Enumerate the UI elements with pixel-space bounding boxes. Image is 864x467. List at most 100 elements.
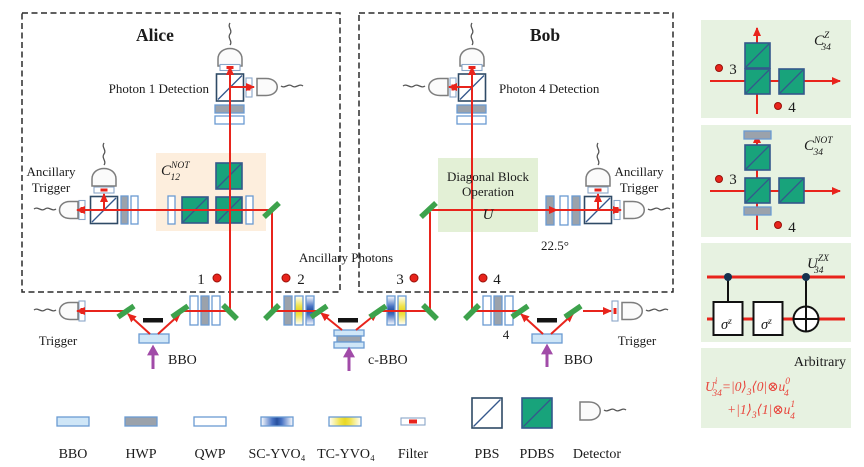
source-c-bbo — [283, 295, 407, 349]
detector-icon — [91, 167, 117, 187]
filter-icon — [611, 300, 619, 322]
photon-dot-3 — [715, 175, 723, 183]
control-dot — [724, 273, 732, 281]
legend-label-pbs: PBS — [475, 447, 500, 462]
panel-cz-dot3-label: 3 — [729, 62, 737, 78]
mirror-icon — [262, 200, 281, 220]
bob-title: Bob — [530, 25, 560, 45]
legend-label-qwp: QWP — [194, 447, 225, 462]
pdbs-diagonal — [745, 69, 770, 94]
mirror-icon — [421, 303, 439, 321]
left-bbo-label: BBO — [168, 353, 197, 368]
detector-icon — [58, 200, 79, 220]
c-bbo-layer — [333, 329, 365, 337]
detector-wire — [102, 142, 106, 166]
alice-ancillary-label: Ancillary — [26, 164, 76, 179]
photon-dot-3 — [715, 64, 723, 72]
detector-icon — [585, 167, 611, 187]
photon-dot-1 — [212, 273, 222, 283]
diagonal-block-box — [438, 158, 538, 232]
legend-qwp-icon — [193, 416, 227, 427]
alice-title: Alice — [136, 25, 174, 45]
panel-arbitrary-bg — [701, 348, 851, 428]
detector-wire — [402, 84, 426, 88]
mirror-icon — [263, 303, 281, 321]
pbs-diagonal — [473, 399, 501, 427]
ubox-symbol: U — [483, 207, 495, 223]
detector-wire — [33, 207, 57, 211]
bbo-crystal — [531, 333, 563, 344]
ancillary-photons-label: Ancillary Photons — [299, 250, 393, 265]
photon-dot-4 — [774, 221, 782, 229]
hwp-icon — [743, 130, 772, 140]
photon-dot-3 — [409, 273, 419, 283]
photon1-detection-label: Photon 1 Detection — [109, 81, 210, 96]
detector-wire — [280, 84, 304, 88]
mirror-icon — [116, 303, 136, 320]
photon-dot-4 — [478, 273, 488, 283]
detector-wire — [228, 22, 232, 46]
bob-ancillary-label: Trigger — [620, 180, 659, 195]
legend-label-detector: Detector — [573, 447, 622, 462]
legend-label-filter: Filter — [398, 447, 429, 462]
sigma-z-label: σz — [721, 317, 732, 333]
mirror-icon — [563, 303, 583, 320]
sigma-z-label: σz — [761, 317, 772, 333]
cnot-gate-label: CNOT 12 — [161, 161, 190, 183]
bbo-crystal — [138, 333, 170, 344]
hwp-angle-label: 22.5° — [541, 238, 569, 253]
filter-icon — [587, 186, 609, 194]
beam-stop — [338, 318, 358, 323]
panel-arbitrary-title: Arbitrary — [794, 355, 846, 370]
c-bbo-label: c-BBO — [368, 353, 408, 368]
beam-cbbo-arm — [320, 312, 343, 331]
panel-cnot-dot4-label: 4 — [788, 220, 796, 236]
beam-stop — [537, 318, 557, 323]
panel-cz — [710, 27, 841, 114]
c-bbo-layer — [333, 341, 365, 349]
detector-wire — [647, 207, 671, 211]
legend-label-bbo: BBO — [59, 447, 88, 462]
photon-number-2: 2 — [297, 272, 305, 288]
ubox-line1: Diagonal Block — [447, 169, 529, 184]
detector-icon — [459, 47, 485, 67]
control-dot — [802, 273, 810, 281]
pdbs-diagonal — [523, 399, 551, 427]
mirror-icon — [368, 303, 388, 320]
bob-ancillary-label: Ancillary — [614, 164, 664, 179]
detector-icon — [623, 200, 645, 220]
legend-detector-icon — [579, 401, 601, 421]
detector-wire — [603, 408, 627, 412]
legend-label-tc-yvo4: TC-YVO₄ — [317, 447, 375, 462]
photon-dot-4 — [774, 102, 782, 110]
panel-cnot-bg — [701, 125, 851, 237]
beam-bbo-arm — [127, 313, 151, 335]
legend-tc-yvo4-icon — [328, 416, 362, 427]
panel-cz-label: CZ 34 — [814, 31, 831, 53]
left-trigger-label: Trigger — [39, 333, 78, 348]
pdbs-diagonal — [745, 43, 770, 68]
beam-stop — [143, 318, 163, 323]
beam-bbo-arm — [520, 313, 544, 335]
arbitrary-formula-line1: Ui 34=|0⟩3⟨0|⊗u0 4 — [705, 377, 790, 399]
sigma-z-gate — [752, 301, 784, 336]
photon4-source-label: 4 — [503, 327, 510, 342]
alice-detection — [214, 22, 304, 125]
detector-icon — [428, 77, 449, 97]
panel-cz-dot4-label: 4 — [788, 100, 796, 116]
panel-cz-bg — [701, 20, 851, 118]
panel-cnot-dot3-label: 3 — [729, 172, 737, 188]
panel-cnot-label: CNOT 34 — [804, 136, 833, 158]
alice-box — [21, 12, 341, 293]
sigma-z-gate — [712, 301, 744, 336]
mirror-icon — [419, 200, 438, 220]
detector-wire — [33, 308, 57, 312]
mirrors — [116, 200, 583, 321]
detector-icon — [256, 77, 278, 97]
detector-icon — [58, 301, 79, 321]
panel-cnot — [710, 130, 841, 230]
panel-uzx-circuit — [707, 273, 845, 336]
legend — [56, 397, 627, 429]
beams — [76, 66, 622, 371]
